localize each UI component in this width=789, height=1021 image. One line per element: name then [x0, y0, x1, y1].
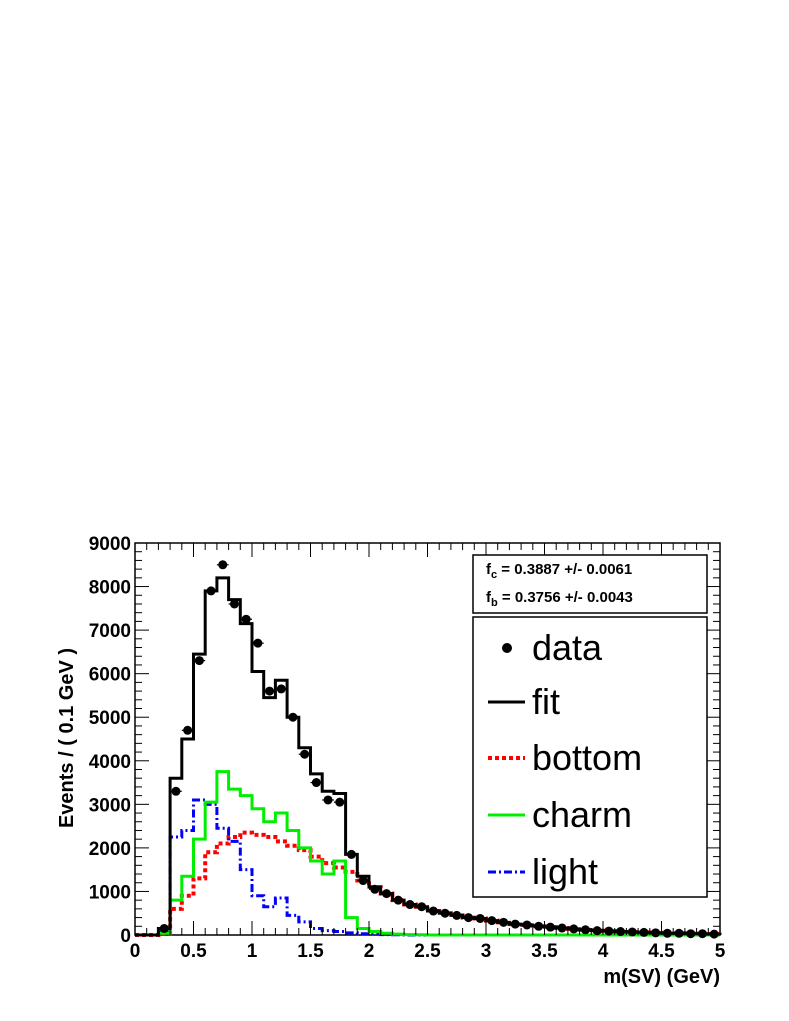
data-point — [686, 929, 696, 939]
legend-label-light: light — [532, 851, 598, 892]
data-point — [428, 906, 438, 916]
x-tick-label: 3.5 — [531, 941, 558, 962]
data-point — [382, 889, 392, 899]
x-tick-label: 1.5 — [297, 941, 324, 962]
data-point — [265, 686, 275, 696]
x-tick-label: 3 — [481, 941, 492, 962]
data-point — [557, 923, 567, 933]
data-point — [417, 902, 427, 912]
x-tick-label: 2.5 — [414, 941, 441, 962]
data-point — [709, 929, 719, 939]
x-tick-label: 0.5 — [180, 941, 207, 962]
legend-label-fit: fit — [532, 681, 560, 722]
x-axis-title: m(SV) (GeV) — [603, 966, 720, 988]
data-point — [569, 924, 579, 934]
data-point — [674, 928, 684, 938]
data-point — [183, 725, 193, 735]
data-point — [393, 895, 403, 905]
data-point — [276, 684, 286, 694]
y-tick-label: 8000 — [89, 578, 131, 599]
y-tick-label: 5000 — [89, 708, 131, 729]
data-point — [592, 926, 602, 936]
fit-results-box: fc = 0.3887 +/- 0.0061 fb = 0.3756 +/- 0… — [472, 554, 708, 614]
legend-marker-data — [502, 643, 512, 653]
data-point — [487, 916, 497, 926]
data-point — [580, 925, 590, 935]
data-point — [510, 919, 520, 929]
data-point — [604, 926, 614, 936]
y-tick-label: 1000 — [89, 882, 131, 903]
x-tick-label: 0 — [130, 941, 141, 962]
data-point — [300, 749, 310, 759]
data-point — [405, 900, 415, 910]
y-tick-label: 2000 — [89, 839, 131, 860]
data-point — [616, 927, 626, 937]
legend-label-charm: charm — [532, 794, 632, 835]
fit-result-charm: fc = 0.3887 +/- 0.0061 — [486, 561, 632, 581]
data-point — [311, 778, 321, 788]
x-tick-label: 1 — [247, 941, 258, 962]
y-tick-label: 3000 — [89, 795, 131, 816]
data-point — [241, 614, 251, 624]
data-point — [627, 927, 637, 937]
x-tick-label: 2 — [364, 941, 375, 962]
y-axis-title: Events / ( 0.1 GeV ) — [56, 648, 78, 828]
data-point — [452, 910, 462, 920]
data-point — [323, 795, 333, 805]
x-tick-label: 5 — [715, 941, 726, 962]
y-tick-label: 7000 — [89, 621, 131, 642]
x-tick-label: 4 — [598, 941, 609, 962]
data-point — [335, 797, 345, 807]
y-tick-label: 0 — [120, 926, 131, 947]
data-point — [463, 913, 473, 923]
data-point — [651, 928, 661, 938]
y-tick-label: 4000 — [89, 752, 131, 773]
data-point — [346, 849, 356, 859]
data-point — [194, 656, 204, 666]
y-tick-label: 9000 — [89, 534, 131, 555]
data-point — [545, 922, 555, 932]
data-point — [639, 927, 649, 937]
data-point — [697, 929, 707, 939]
data-point — [229, 599, 239, 609]
legend: data fit bottom charm light — [472, 616, 708, 898]
data-points-layer — [158, 560, 720, 939]
data-point — [206, 586, 216, 596]
x-tick-label: 4.5 — [648, 941, 675, 962]
fit-result-bottom: fb = 0.3756 +/- 0.0043 — [486, 589, 633, 609]
data-point — [159, 923, 169, 933]
data-point — [253, 638, 263, 648]
data-point — [370, 884, 380, 894]
data-point — [522, 920, 532, 930]
legend-label-data: data — [532, 627, 603, 668]
legend-label-bottom: bottom — [532, 737, 642, 778]
data-point — [218, 560, 228, 570]
y-tick-label: 6000 — [89, 665, 131, 686]
data-point — [475, 913, 485, 923]
axes-layer: 0 0.5 1 1.5 2 2.5 3 3.5 4 4.5 5 0 1000 2000 3000 4000 50… — [89, 534, 726, 962]
data-point — [534, 921, 544, 931]
data-point — [358, 876, 368, 886]
data-point — [171, 786, 181, 796]
data-point — [662, 928, 672, 938]
data-point — [288, 712, 298, 722]
data-point — [440, 908, 450, 918]
data-point — [499, 917, 509, 927]
